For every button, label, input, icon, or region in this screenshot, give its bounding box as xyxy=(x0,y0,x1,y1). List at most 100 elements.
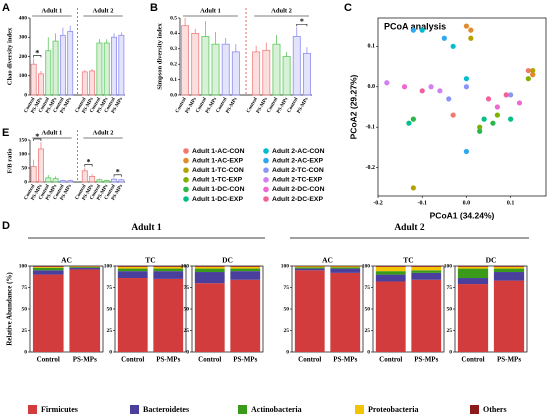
y-tick-label: 100 xyxy=(19,73,28,79)
bar-segment xyxy=(32,266,64,268)
x-tick-label: Control xyxy=(198,356,221,364)
panel-title: TC xyxy=(403,256,413,265)
bar-segment xyxy=(32,270,64,275)
annotation: * xyxy=(35,48,39,57)
y-tick-label: 75 xyxy=(284,285,290,291)
y-tick-label: 0.1 xyxy=(170,77,177,83)
x-tick-label: -0.2 xyxy=(373,200,383,206)
y-axis-label: PCoA2 (29.27%) xyxy=(348,74,358,139)
legend-label: Adult 1-DC-EXP xyxy=(192,196,243,203)
bar xyxy=(191,33,200,96)
bar xyxy=(118,179,125,183)
bar xyxy=(272,43,281,96)
legend-swatch xyxy=(470,405,479,414)
panel-label: C xyxy=(344,2,352,14)
significance-bracket xyxy=(33,55,42,58)
y-tick-label: 50 xyxy=(184,306,190,312)
bar xyxy=(89,70,96,96)
bar-segment xyxy=(375,274,406,282)
bar-segment xyxy=(117,268,148,272)
bar-segment xyxy=(230,266,261,269)
x-tick-label: Control xyxy=(379,356,402,364)
y-tick-label: 75 xyxy=(107,285,113,291)
bar xyxy=(201,36,210,96)
annotation: * xyxy=(116,168,120,177)
x-tick-label: PS-MPs xyxy=(156,356,180,364)
bar-segment xyxy=(493,266,525,269)
point xyxy=(437,88,443,94)
point xyxy=(419,27,425,33)
bar-segment xyxy=(117,266,148,267)
bar xyxy=(103,180,110,183)
x-tick-label: -0.1 xyxy=(417,200,427,206)
y-tick-label: 25 xyxy=(284,328,290,334)
bar-segment xyxy=(493,272,525,281)
significance-bracket xyxy=(296,23,308,27)
bar xyxy=(103,42,110,96)
x-tick-label: 0.1 xyxy=(507,200,515,206)
x-tick-label: Control xyxy=(298,356,321,364)
legend-label: Adult 2-TC-EXP xyxy=(272,177,323,184)
y-tick-label: 0 xyxy=(367,349,370,355)
legend-swatch xyxy=(183,148,189,154)
legend-label: Firmicutes xyxy=(41,405,78,414)
y-tick-label: 100 xyxy=(19,263,28,269)
group-label: Adult 1 xyxy=(42,7,63,14)
point xyxy=(481,116,487,122)
bar-segment xyxy=(493,280,525,352)
y-tick-label: 400 xyxy=(19,15,28,21)
bar xyxy=(67,180,74,183)
y-tick-label: 75 xyxy=(447,285,453,291)
y-tick-label: 75 xyxy=(22,285,28,291)
legend-label: Adult 1-AC-CON xyxy=(192,148,245,155)
bar xyxy=(181,25,190,96)
bar xyxy=(231,51,240,96)
legend-label: Adult 1-TC-EXP xyxy=(192,177,243,184)
y-tick-label: 25 xyxy=(184,328,190,334)
panel-title: DC xyxy=(486,256,497,265)
y-tick-label: 0.0 xyxy=(368,84,376,90)
y-tick-label: -0.1 xyxy=(366,125,376,131)
legend-swatch xyxy=(263,148,269,154)
legend-swatch xyxy=(238,405,247,414)
point xyxy=(490,120,496,126)
legend-label: Actinobacteria xyxy=(251,405,302,414)
bar xyxy=(38,148,44,183)
panel-title: AC xyxy=(322,256,333,265)
point xyxy=(530,72,536,78)
y-axis-label: Chao diversity index xyxy=(6,27,13,85)
bar-segment xyxy=(294,268,325,271)
bar-segment xyxy=(194,283,225,352)
bar-segment xyxy=(375,266,406,272)
annotation: * xyxy=(35,132,39,141)
point xyxy=(477,128,483,134)
bar xyxy=(252,51,261,96)
x-tick-label: PS-MPs xyxy=(414,356,438,364)
bar xyxy=(111,36,117,96)
y-tick-label: 100 xyxy=(181,263,190,269)
bar-segment xyxy=(411,266,442,267)
bar-segment xyxy=(153,268,184,272)
bar xyxy=(221,43,230,96)
bar xyxy=(302,53,311,96)
y-tick-label: 100 xyxy=(104,263,113,269)
y-tick-label: 200 xyxy=(19,54,28,60)
y-tick-label: 150 xyxy=(19,137,28,143)
point xyxy=(468,35,474,41)
x-tick-label: Control xyxy=(37,356,60,364)
x-tick-label: Control xyxy=(461,356,484,364)
point xyxy=(516,100,523,106)
legend-swatch xyxy=(28,405,37,414)
legend-label: Bacteroidetes xyxy=(143,405,189,414)
bar-segment xyxy=(69,266,101,268)
y-axis-label: F/B ratio xyxy=(6,148,13,173)
bar-segment xyxy=(411,266,442,271)
y-tick-label: 50 xyxy=(22,165,28,171)
point xyxy=(463,23,470,29)
y-tick-label: 25 xyxy=(22,328,28,334)
point xyxy=(441,35,447,41)
group-label: Adult 1 xyxy=(42,129,63,136)
bar-segment xyxy=(32,274,64,352)
bar-segment xyxy=(457,266,489,269)
